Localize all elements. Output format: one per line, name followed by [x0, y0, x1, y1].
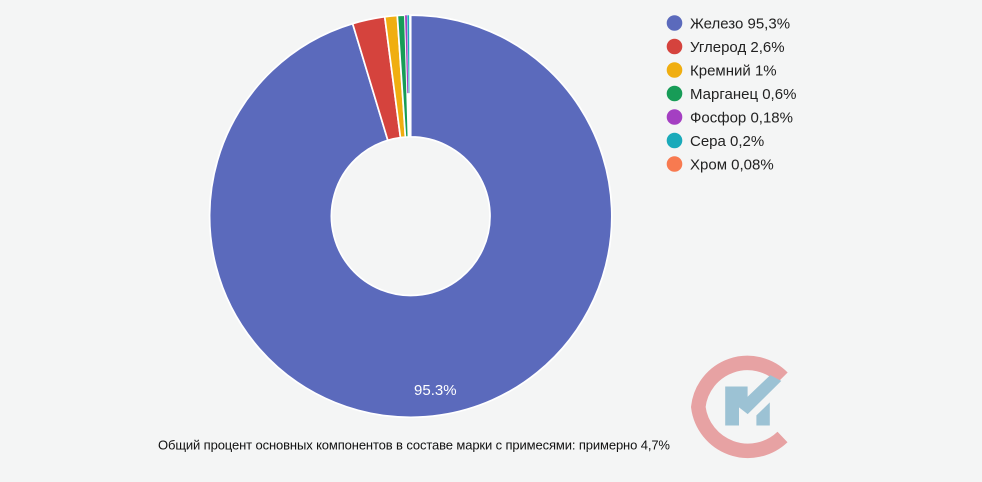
svg-text:Сера 0,2%: Сера 0,2%: [690, 133, 764, 150]
svg-text:95.3%: 95.3%: [414, 382, 457, 399]
svg-text:Углерод 2,6%: Углерод 2,6%: [690, 39, 785, 56]
svg-text:Кремний 1%: Кремний 1%: [690, 62, 777, 79]
svg-text:Марганец 0,6%: Марганец 0,6%: [690, 86, 796, 103]
svg-text:Общий процент основных компоне: Общий процент основных компонентов в сос…: [158, 438, 670, 453]
svg-text:Хром 0,08%: Хром 0,08%: [690, 156, 774, 173]
svg-text:Железо 95,3%: Железо 95,3%: [690, 15, 790, 32]
svg-text:Фосфор 0,18%: Фосфор 0,18%: [690, 109, 793, 126]
